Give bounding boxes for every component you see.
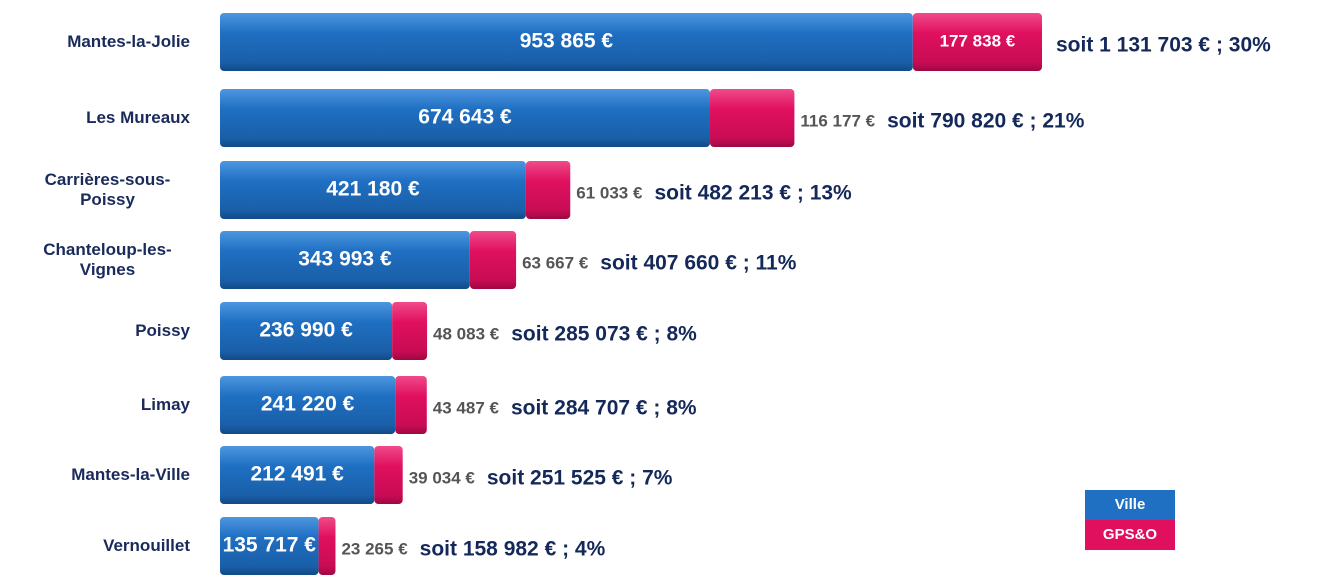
category-text: Les Mureaux	[86, 108, 190, 127]
bar-segment	[220, 231, 470, 289]
bar-segment	[220, 376, 396, 434]
bar-segment	[392, 302, 428, 360]
category-text: Vernouillet	[103, 536, 190, 555]
category-text: Carrières-sous-Poissy	[44, 170, 171, 209]
value-label: 39 034 €	[409, 468, 476, 487]
category-label: Les Mureaux	[86, 88, 190, 148]
bar-segment	[912, 13, 1042, 71]
category-text: Chanteloup-les-Vignes	[43, 240, 172, 279]
value-label: 674 643 €	[418, 106, 512, 129]
category-label: Poissy	[135, 301, 190, 361]
bar-segment	[318, 517, 336, 575]
category-label: Chanteloup-les-Vignes	[25, 230, 190, 290]
category-text: Poissy	[135, 321, 190, 340]
value-label: 48 083 €	[433, 324, 500, 343]
value-label: 236 990 €	[259, 319, 353, 342]
bar-segment	[220, 13, 913, 71]
total-annotation: soit 251 525 € ; 7%	[487, 467, 673, 490]
legend-entry: Ville	[1085, 490, 1175, 520]
total-annotation: soit 407 660 € ; 11%	[600, 252, 796, 275]
value-label: 23 265 €	[341, 539, 408, 558]
bar-segment	[710, 89, 795, 147]
value-label: 241 220 €	[261, 393, 355, 416]
category-text: Mantes-la-Ville	[71, 465, 190, 484]
bar-segment	[220, 517, 319, 575]
category-text: Limay	[140, 395, 190, 414]
bar-segment	[395, 376, 427, 434]
bar-segment	[220, 161, 526, 219]
total-annotation: soit 790 820 € ; 21%	[887, 110, 1085, 133]
legend: Ville GPS&O	[1085, 490, 1175, 550]
value-label: 953 865 €	[520, 30, 614, 53]
value-label: 212 491 €	[250, 463, 344, 486]
value-label: 343 993 €	[298, 248, 392, 271]
total-annotation: soit 1 131 703 € ; 30%	[1056, 34, 1271, 57]
value-label: 43 487 €	[433, 398, 500, 417]
category-label: Limay	[141, 375, 190, 435]
total-annotation: soit 285 073 € ; 8%	[511, 323, 697, 346]
value-label: 421 180 €	[326, 178, 420, 201]
total-annotation: soit 284 707 € ; 8%	[511, 397, 697, 420]
category-text: Mantes-la-Jolie	[67, 32, 190, 51]
value-label: 135 717 €	[223, 534, 317, 557]
bar-segment	[220, 302, 393, 360]
bar-segment	[525, 161, 571, 219]
value-label: 177 838 €	[940, 31, 1016, 50]
value-label: 61 033 €	[576, 183, 643, 202]
value-label: 63 667 €	[522, 253, 589, 272]
category-label: Mantes-la-Jolie	[67, 12, 190, 72]
total-annotation: soit 158 982 € ; 4%	[420, 538, 606, 561]
bar-segment	[220, 446, 375, 504]
category-label: Mantes-la-Ville	[71, 445, 190, 505]
category-label: Vernouillet	[103, 516, 190, 576]
bar-segment	[469, 231, 517, 289]
total-annotation: soit 482 213 € ; 13%	[654, 182, 852, 205]
bar-segment	[374, 446, 403, 504]
category-label: Carrières-sous-Poissy	[25, 160, 190, 220]
legend-entry: GPS&O	[1085, 520, 1175, 550]
bar-segment	[220, 89, 711, 147]
value-label: 116 177 €	[800, 111, 875, 130]
